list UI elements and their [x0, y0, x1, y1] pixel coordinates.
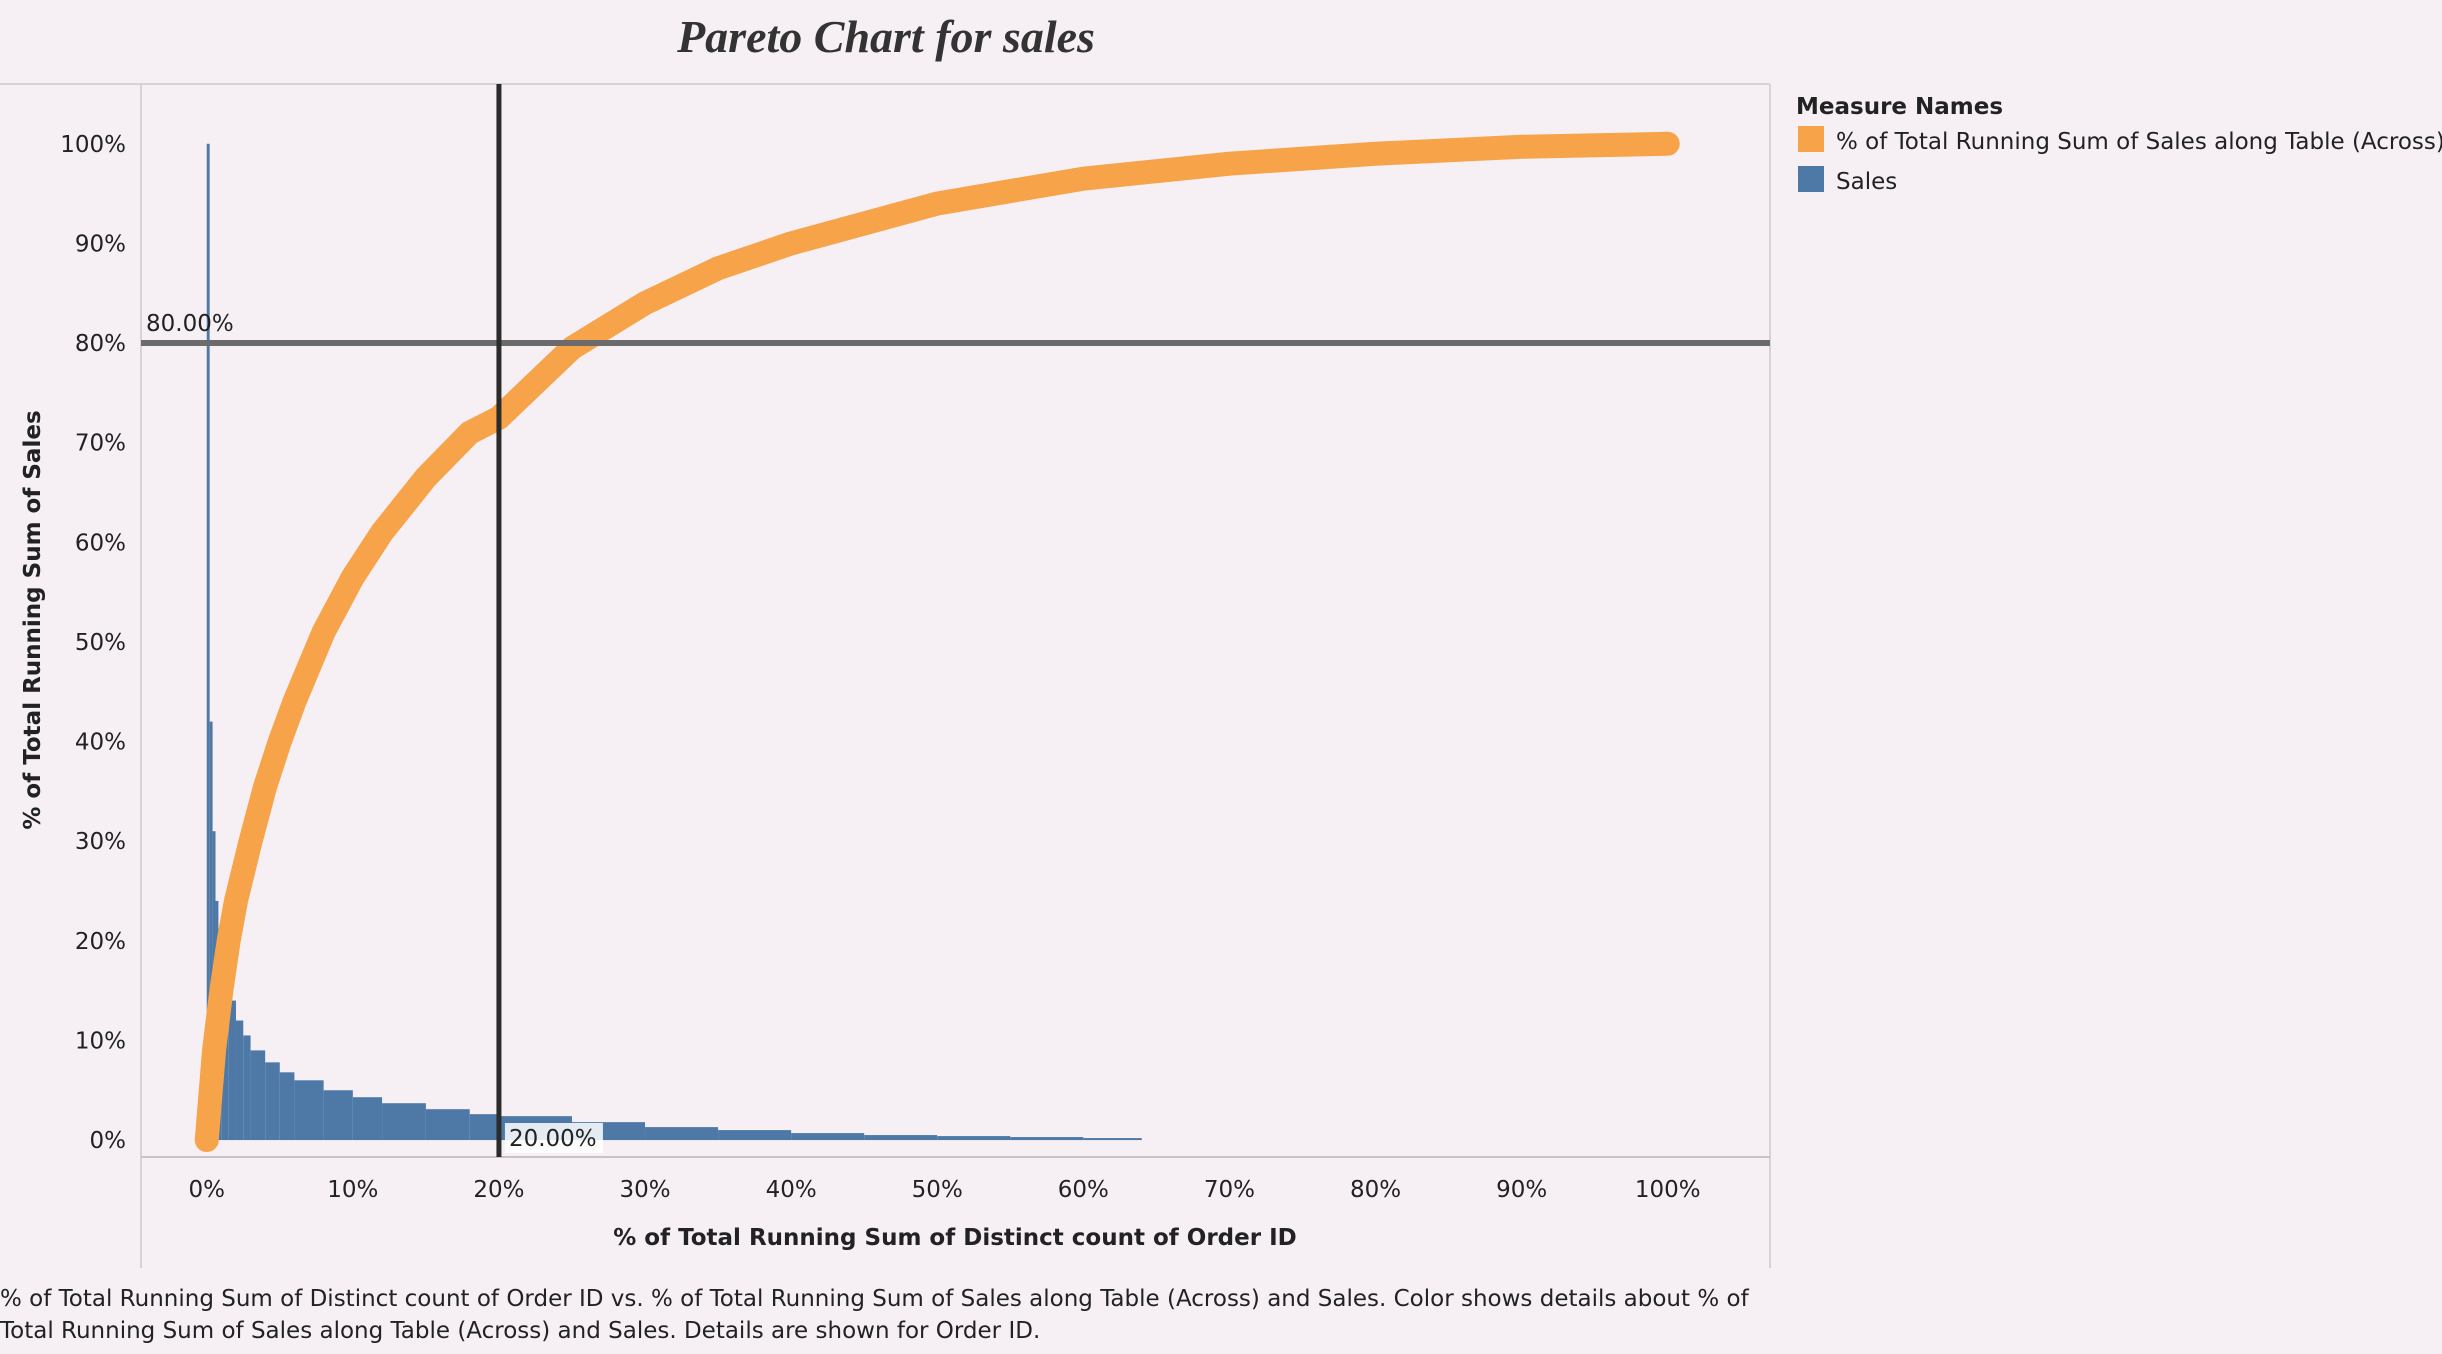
reference-lines: 80.00% 20.00%: [141, 84, 1770, 1157]
x-tick-label: 50%: [912, 1177, 963, 1203]
cumulative-sales-series: [194, 131, 1680, 1153]
plot-area: 80.00% 20.00%: [141, 84, 1770, 1157]
y-axis-title: % of Total Running Sum of Sales: [20, 410, 46, 829]
y-tick-label: 0%: [90, 1128, 127, 1154]
sales-bar: [243, 1035, 251, 1141]
sales-bar: [206, 143, 210, 1141]
y-axis-ticks: 0% 10% 20% 30% 40% 50% 60% 70% 80% 90% 100%: [60, 132, 126, 1154]
legend-swatch-sales: [1798, 166, 1824, 192]
x-tick-label: 60%: [1058, 1177, 1109, 1203]
sales-bar: [1010, 1137, 1084, 1141]
sales-bar: [323, 1090, 353, 1141]
sales-bar: [352, 1097, 383, 1141]
reference-label-80: 80.00%: [146, 311, 234, 337]
y-tick-label: 10%: [75, 1028, 126, 1054]
sales-bar: [382, 1103, 426, 1141]
legend-label-cumulative: % of Total Running Sum of Sales along Ta…: [1836, 129, 2442, 155]
sales-bar: [235, 1020, 244, 1141]
sales-bar: [294, 1080, 324, 1141]
x-tick-label: 0%: [188, 1177, 225, 1203]
y-tick-label: 60%: [75, 530, 126, 556]
reference-label-20-bg: [504, 1123, 603, 1153]
sales-bar: [791, 1133, 865, 1141]
sales-bar: [864, 1135, 938, 1141]
x-tick-label: 70%: [1204, 1177, 1255, 1203]
chart-caption: % of Total Running Sum of Distinct count…: [0, 1286, 1749, 1344]
legend-label-sales: Sales: [1836, 169, 1897, 195]
x-tick-label: 30%: [619, 1177, 670, 1203]
x-tick-label: 10%: [327, 1177, 378, 1203]
sales-bar: [265, 1062, 280, 1141]
y-tick-label: 90%: [75, 231, 126, 257]
x-tick-label: 80%: [1350, 1177, 1401, 1203]
y-tick-label: 80%: [75, 331, 126, 357]
reference-label-20: 20.00%: [509, 1126, 597, 1152]
y-tick-label: 30%: [75, 829, 126, 855]
x-tick-label: 100%: [1635, 1177, 1701, 1203]
legend-title: Measure Names: [1796, 94, 2003, 120]
sales-bar: [469, 1114, 499, 1141]
x-tick-label: 40%: [766, 1177, 817, 1203]
y-tick-label: 70%: [75, 431, 126, 457]
sales-bar: [250, 1050, 266, 1141]
sales-bar: [645, 1127, 719, 1141]
y-tick-label: 40%: [75, 730, 126, 756]
sales-bar: [425, 1109, 470, 1141]
x-tick-label: 90%: [1496, 1177, 1547, 1203]
sales-bar: [209, 721, 213, 1141]
x-axis-title: % of Total Running Sum of Distinct count…: [613, 1225, 1297, 1251]
y-tick-label: 100%: [60, 132, 126, 158]
sales-bar: [228, 1000, 236, 1141]
x-axis-ticks: 0% 10% 20% 30% 40% 50% 60% 70% 80% 90% 100%: [188, 1177, 1700, 1203]
sales-bar: [937, 1136, 1011, 1141]
cumulative-sales-line: [194, 131, 1680, 1153]
sales-bar: [718, 1130, 792, 1141]
legend-swatch-cumulative: [1798, 126, 1824, 152]
sales-bar: [1083, 1138, 1142, 1141]
y-tick-label: 50%: [75, 630, 126, 656]
legend: Measure Names % of Total Running Sum of …: [1796, 94, 2442, 195]
y-tick-label: 20%: [75, 929, 126, 955]
chart-title: Pareto Chart for sales: [676, 11, 1095, 62]
sales-bar: [279, 1072, 295, 1141]
x-tick-label: 20%: [473, 1177, 524, 1203]
